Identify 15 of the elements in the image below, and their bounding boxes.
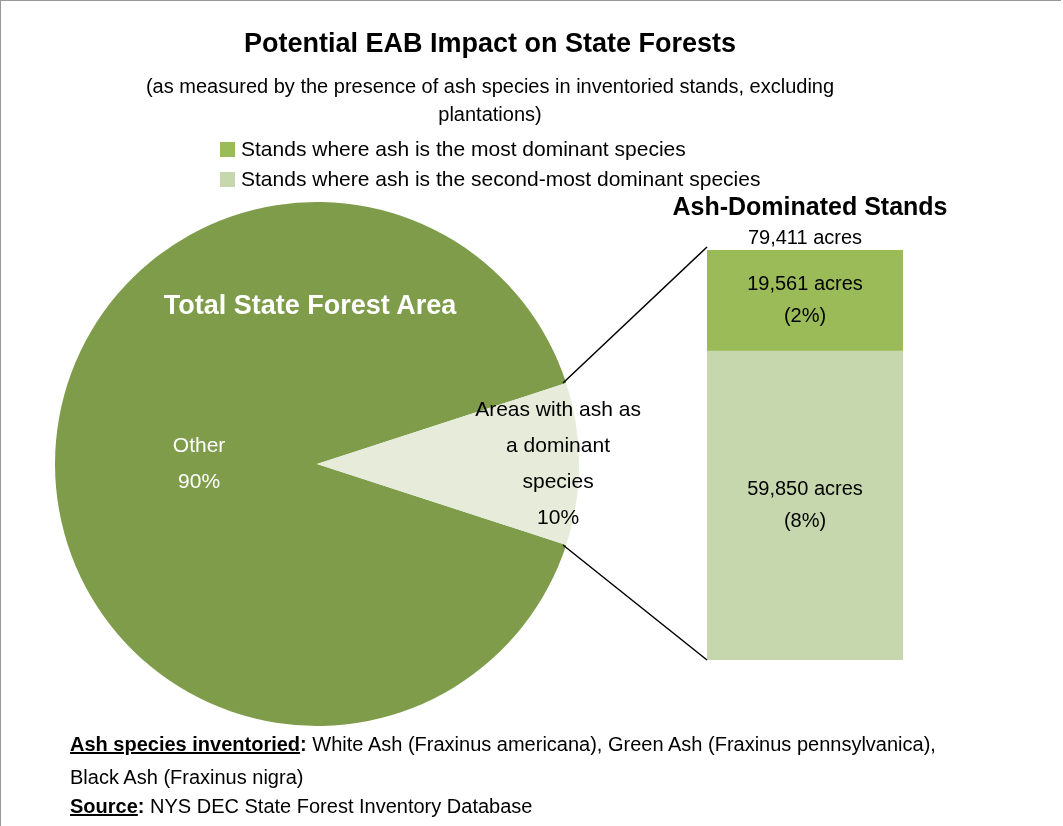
chart-title: Potential EAB Impact on State Forests	[242, 28, 738, 59]
text: Ash species inventoried: White Ash (Fraxinus americana), Green Ash (Fraxinus pennsylvanica), Black Ash (Fraxinus nigra)	[70, 732, 937, 790]
data-label: 19,561 acres (2%)	[747, 272, 863, 327]
text: Total State Forest Area	[162, 290, 458, 321]
source-note: Source: NYS DEC State Forest Inventory Database	[70, 794, 534, 819]
legend-label: Stands where ash is the second-most dominant species	[241, 167, 761, 190]
total-label: 79,411 acres	[747, 225, 863, 248]
slice-label: Areas with ash as a dominant species	[475, 396, 641, 492]
chart-subtitle: (as measured by the presence of ash species in inventoried stands, excluding plantations)	[144, 74, 836, 127]
chart-title: Ash-Dominated Stands	[671, 192, 949, 221]
slice-label: Other	[172, 432, 226, 456]
data-label: 59,850 acres (8%)	[747, 477, 863, 532]
data-label: 90%	[178, 468, 221, 492]
data-label: 10%	[537, 504, 580, 528]
legend-label: Stands where ash is the most dominant species	[241, 136, 686, 162]
